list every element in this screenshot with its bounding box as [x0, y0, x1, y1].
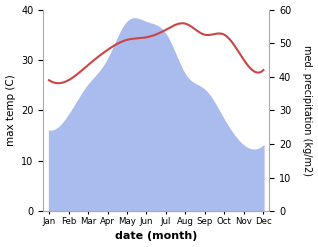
X-axis label: date (month): date (month) [115, 231, 197, 242]
Y-axis label: max temp (C): max temp (C) [5, 75, 16, 146]
Y-axis label: med. precipitation (kg/m2): med. precipitation (kg/m2) [302, 45, 313, 176]
